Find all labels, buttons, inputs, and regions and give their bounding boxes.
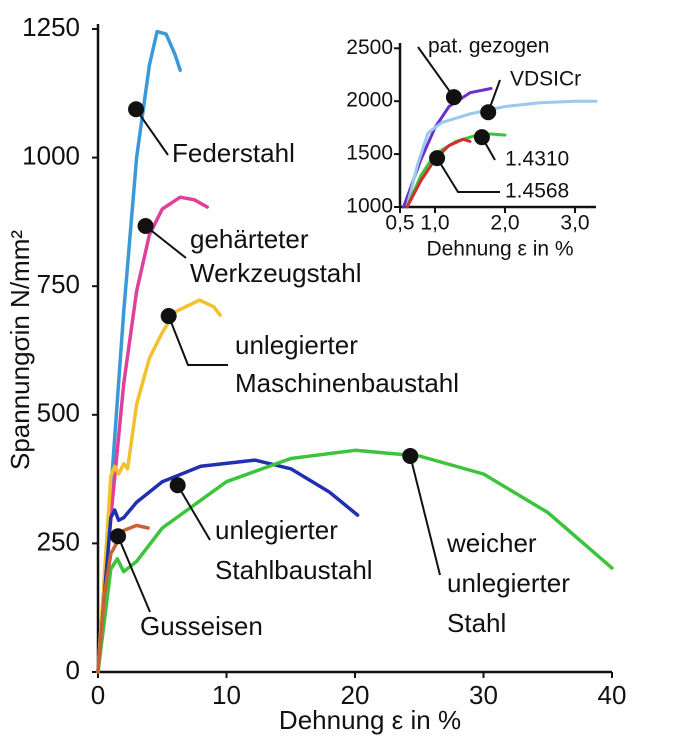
series-line <box>96 195 209 674</box>
y-tick-label: 2000 <box>346 89 393 112</box>
inset-background <box>330 33 604 257</box>
x-tick-label: 40 <box>598 680 627 710</box>
annotation-marker <box>128 101 145 118</box>
x-tick-label: 1,0 <box>420 212 449 235</box>
annotation-marker <box>480 104 497 121</box>
series-label: VDSICr <box>510 68 581 91</box>
leader-line <box>417 46 455 98</box>
series-line <box>96 29 182 674</box>
leader-line <box>436 157 500 193</box>
series-label: unlegierter <box>447 568 570 598</box>
leader-line <box>176 484 211 541</box>
y-tick-label: 1250 <box>22 12 80 42</box>
annotation-marker <box>110 528 127 545</box>
series-label: pat. gezogen <box>428 35 549 58</box>
y-tick-label: 750 <box>37 269 80 299</box>
y-tick-label: 1000 <box>346 195 393 218</box>
series-label: Gusseisen <box>140 611 263 641</box>
y-tick-label: 2500 <box>346 36 393 59</box>
x-tick-label: 2,0 <box>490 212 519 235</box>
x-tick-label: 10 <box>212 680 241 710</box>
x-tick-label: 3,0 <box>560 212 589 235</box>
annotation-marker <box>169 477 186 494</box>
series-label: Maschinenbaustahl <box>235 368 459 398</box>
leader-line <box>409 455 441 576</box>
inset-chart: 1000 1500 2000 2500 0,5 1,0 2,0 3,0 Dehnung ε in… <box>330 33 604 261</box>
annotation-marker <box>402 447 419 464</box>
series-label: Stahl <box>447 608 506 638</box>
y-axis-title: Spannungσin N/mm² <box>5 230 35 470</box>
series-label: Federstahl <box>172 138 295 168</box>
series-label: weicher <box>446 528 537 558</box>
main-chart: 0 250 500 750 1000 1250 0 10 20 30 40 Dehnung ε in … <box>5 12 627 735</box>
x-tick-label: 20 <box>341 680 370 710</box>
annotation-marker <box>445 89 462 106</box>
series-line <box>405 99 598 209</box>
annotation-marker <box>160 308 177 325</box>
series-label: Werkzeugstahl <box>190 258 362 288</box>
series-label: Stahlbaustahl <box>215 555 373 585</box>
series-line <box>96 448 614 674</box>
y-tick-label: 1000 <box>22 140 80 170</box>
x-tick-label: 0,5 <box>385 212 414 235</box>
series-label: gehärteter <box>190 224 309 254</box>
leader-line <box>135 108 169 156</box>
series-label: 1.4310 <box>505 148 569 171</box>
x-tick-label: 30 <box>469 680 498 710</box>
leader-line <box>144 225 187 259</box>
leader-line <box>167 315 228 366</box>
x-axis-title: Dehnung ε in % <box>279 705 461 735</box>
y-tick-label: 0 <box>66 655 80 685</box>
annotation-marker <box>137 218 154 235</box>
series-line <box>96 458 360 674</box>
y-tick-label: 1500 <box>346 142 393 165</box>
series-label: 1.4568 <box>505 180 569 203</box>
y-tick-label: 500 <box>37 398 80 428</box>
annotation-marker <box>473 129 490 146</box>
x-tick-label: 0 <box>91 680 105 710</box>
annotation-marker <box>429 150 446 167</box>
leader-line <box>117 535 151 613</box>
y-tick-label: 250 <box>37 526 80 556</box>
series-label: unlegierter <box>215 515 338 545</box>
series-label: unlegierter <box>235 330 358 360</box>
x-axis-title: Dehnung ε in % <box>426 238 573 261</box>
series-line <box>96 298 222 674</box>
